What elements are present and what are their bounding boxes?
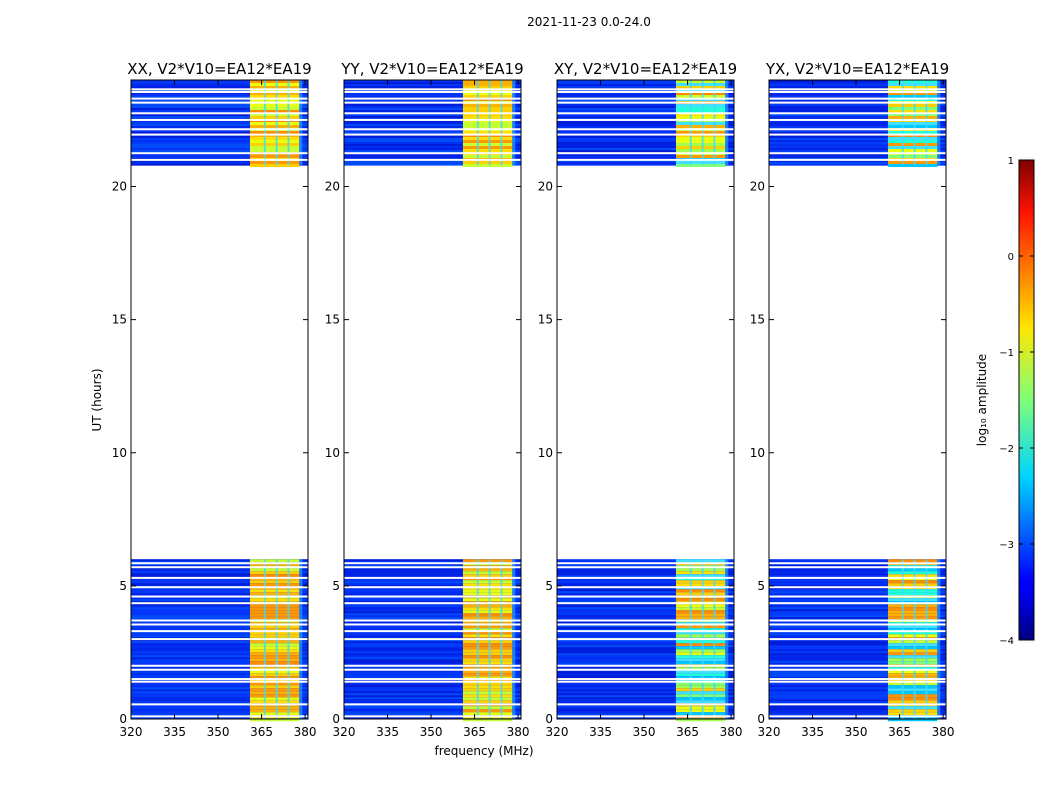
x-tick-label: 365 <box>463 725 486 739</box>
waterfall-segment <box>557 80 734 167</box>
y-tick-label: 20 <box>538 180 553 194</box>
panel-title: XX, V2*V10=EA12*EA19 <box>127 60 311 78</box>
panel-frame <box>768 79 947 720</box>
y-tick-label: 10 <box>325 446 340 460</box>
colorbar-tick-label: 0 <box>1008 252 1014 263</box>
x-tick-label: 365 <box>888 725 911 739</box>
y-tick-label: 15 <box>750 313 765 327</box>
waterfall-segment <box>557 559 734 722</box>
colorbar-tick-label: 1 <box>1008 156 1014 167</box>
waterfall-segment <box>344 559 521 722</box>
x-tick-label: 320 <box>333 725 356 739</box>
y-tick-label: 20 <box>112 180 127 194</box>
x-tick-label: 320 <box>758 725 781 739</box>
waterfall-segment <box>769 559 946 722</box>
waterfall-segment <box>344 80 521 167</box>
y-tick-label: 0 <box>757 712 765 726</box>
panel-yx: YX, V2*V10=EA12*EA19 320 335 350 365 380 0 5 10 1… <box>750 60 955 739</box>
x-tick-label: 350 <box>633 725 656 739</box>
colorbar-tick-label: −3 <box>999 540 1014 551</box>
panel-frame <box>343 79 522 720</box>
x-axis-label: frequency (MHz) <box>434 744 533 758</box>
colorbar-tick-label: −1 <box>999 348 1014 359</box>
y-tick-label: 0 <box>545 712 553 726</box>
x-tick-label: 380 <box>294 725 317 739</box>
y-tick-label: 10 <box>750 446 765 460</box>
x-tick-label: 320 <box>120 725 143 739</box>
y-axis-label: UT (hours) <box>90 368 104 431</box>
y-tick-label: 5 <box>757 579 765 593</box>
colorbar-tick-label: −2 <box>999 444 1014 455</box>
panel-xy: XY, V2*V10=EA12*EA19 320 335 350 365 380 0 5 10 1… <box>538 60 743 739</box>
panel-frame <box>556 79 735 720</box>
panel-title: YY, V2*V10=EA12*EA19 <box>340 60 523 78</box>
panel-frame <box>130 79 309 720</box>
panel-title: YX, V2*V10=EA12*EA19 <box>765 60 949 78</box>
y-tick-label: 0 <box>119 712 127 726</box>
panel-xx: XX, V2*V10=EA12*EA19 320 335 350 365 380 0 5 10 1… <box>112 60 317 739</box>
panel-yy: YY, V2*V10=EA12*EA19 320 335 350 365 380 0 5 10 1… <box>325 60 530 739</box>
x-tick-label: 350 <box>207 725 230 739</box>
y-tick-label: 5 <box>545 579 553 593</box>
x-tick-label: 380 <box>507 725 530 739</box>
x-tick-label: 365 <box>676 725 699 739</box>
y-tick-label: 5 <box>332 579 340 593</box>
x-tick-label: 335 <box>376 725 399 739</box>
colorbar: log₁₀ amplitude 1 0 −1 −2 −3 −4 <box>975 156 1035 647</box>
y-tick-label: 5 <box>119 579 127 593</box>
x-tick-label: 335 <box>163 725 186 739</box>
x-tick-label: 380 <box>932 725 955 739</box>
panel-title: XY, V2*V10=EA12*EA19 <box>554 60 737 78</box>
waterfall-segment <box>769 80 946 167</box>
x-tick-label: 380 <box>720 725 743 739</box>
y-tick-label: 20 <box>325 180 340 194</box>
y-tick-label: 15 <box>112 313 127 327</box>
y-tick-label: 15 <box>325 313 340 327</box>
x-tick-label: 320 <box>546 725 569 739</box>
x-tick-label: 365 <box>250 725 273 739</box>
waterfall-segment <box>131 80 308 167</box>
x-tick-label: 335 <box>589 725 612 739</box>
colorbar-tick-label: −4 <box>999 636 1014 647</box>
colorbar-label: log₁₀ amplitude <box>975 354 989 446</box>
colorbar-frame <box>1018 159 1035 641</box>
y-tick-label: 20 <box>750 180 765 194</box>
x-tick-label: 350 <box>420 725 443 739</box>
x-tick-label: 335 <box>801 725 824 739</box>
y-tick-label: 0 <box>332 712 340 726</box>
waterfall-segment <box>131 559 308 722</box>
y-tick-label: 10 <box>538 446 553 460</box>
panels: XX, V2*V10=EA12*EA19 320 335 350 365 380 0 5 10 1… <box>112 60 955 739</box>
x-tick-label: 350 <box>845 725 868 739</box>
y-tick-label: 15 <box>538 313 553 327</box>
y-tick-label: 10 <box>112 446 127 460</box>
suptitle: 2021-11-23 0.0-24.0 <box>527 15 651 29</box>
colorbar-gradient <box>1019 160 1034 640</box>
